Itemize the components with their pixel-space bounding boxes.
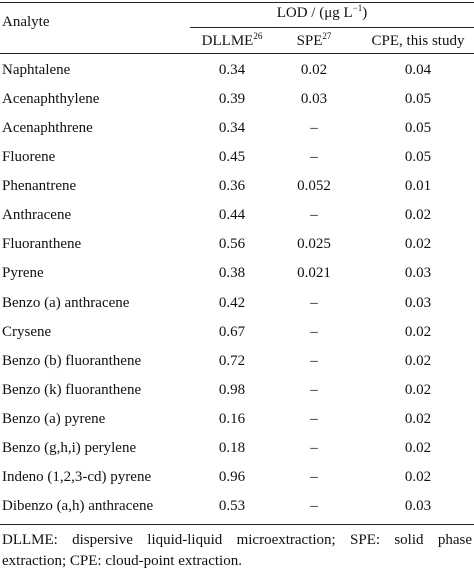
lod-value: – [310,381,318,398]
lod-value: – [310,439,318,456]
analyte-name: Acenaphthrene [2,120,93,137]
lod-value: – [310,498,318,515]
lod-value: 0.56 [218,236,246,253]
lod-value: 0.02 [404,381,432,398]
lod-value: – [310,294,318,311]
lod-value: 0.98 [218,381,246,398]
lod-value: – [310,468,318,485]
lod-value: 0.16 [218,410,246,427]
lod-value: 0.01 [404,178,432,195]
lod-value: 0.42 [218,294,246,311]
lod-value: 0.38 [218,265,246,282]
column-header: CPE, this study [372,32,465,50]
lod-value: 0.02 [404,439,432,456]
lod-value: 0.36 [218,178,246,195]
lod-value: – [310,149,318,166]
lod-value: 0.03 [404,294,432,311]
lod-value: 0.02 [404,207,432,224]
column-header-text: DLLME [201,33,254,49]
lod-value: 0.025 [297,236,331,253]
lod-header: LOD / (μg L−1) [277,4,368,22]
lod-value: 0.04 [404,62,432,78]
analyte-name: Fluorene [2,149,56,166]
lod-value: 0.72 [218,352,246,369]
lod-sup: −1 [352,3,363,13]
lod-rule [190,27,474,28]
analyte-name: Naphtalene [2,62,71,78]
analyte-name: Indeno (1,2,3-cd) pyrene [2,468,152,485]
lod-value: 0.05 [404,91,432,108]
lod-value: 0.34 [218,62,246,78]
lod-value: 0.18 [218,439,246,456]
column-header-sup: 26 [253,31,263,41]
lod-value: 0.34 [218,120,246,137]
column-header-sup: 27 [322,31,332,41]
lod-value: 0.03 [404,498,432,515]
lod-value: 0.021 [297,265,331,282]
lod-value: 0.05 [404,149,432,166]
lod-value: 0.02 [404,468,432,485]
lod-value: – [310,120,318,137]
footnote: DLLME: dispersive liquid-liquid microext… [2,532,472,569]
lod-value: 0.02 [404,323,432,340]
lod-value: 0.67 [218,323,246,340]
analyte-name: Fluoranthene [2,236,82,253]
analyte-name: Crysene [2,323,52,340]
lod-value: 0.45 [218,149,246,166]
lod-value: 0.02 [404,410,432,427]
lod-text: LOD / (μg L [276,5,353,21]
analyte-name: Dibenzo (a,h) anthracene [2,498,154,515]
analyte-name: Benzo (a) pyrene [2,410,106,427]
lod-value: 0.53 [218,498,246,515]
analyte-name: Benzo (a) anthracene [2,294,130,311]
analyte-name: Benzo (g,h,i) perylene [2,439,137,456]
lod-value: 0.052 [297,178,331,195]
lod-value: 0.02 [404,352,432,369]
analyte-name: Phenantrene [2,178,77,195]
lod-after: ) [362,5,368,21]
lod-value: 0.03 [300,91,328,108]
column-header-text: CPE, this study [371,33,465,49]
lod-value: 0.02 [300,62,328,78]
lod-value: – [310,352,318,369]
analyte-name: Benzo (k) fluoranthene [2,381,142,398]
header-rule [0,53,474,54]
bottom-rule [0,524,474,525]
lod-value: – [310,410,318,427]
lod-value: – [310,207,318,224]
column-header: SPE27 [297,32,332,50]
lod-value: 0.39 [218,91,246,108]
column-header-text: SPE [296,33,323,49]
lod-value: 0.44 [218,207,246,224]
lod-value: – [310,323,318,340]
top-rule [0,2,474,3]
column-header: DLLME26 [202,32,263,50]
analyte-name: Benzo (b) fluoranthene [2,352,142,369]
lod-value: 0.02 [404,236,432,253]
lod-value: 0.05 [404,120,432,137]
lod-value: 0.03 [404,265,432,282]
analyte-name: Acenaphthylene [2,91,100,108]
lod-value: 0.96 [218,468,246,485]
analyte-header: Analyte [2,14,50,30]
analyte-name: Pyrene [2,265,44,282]
analyte-name: Anthracene [2,207,72,224]
